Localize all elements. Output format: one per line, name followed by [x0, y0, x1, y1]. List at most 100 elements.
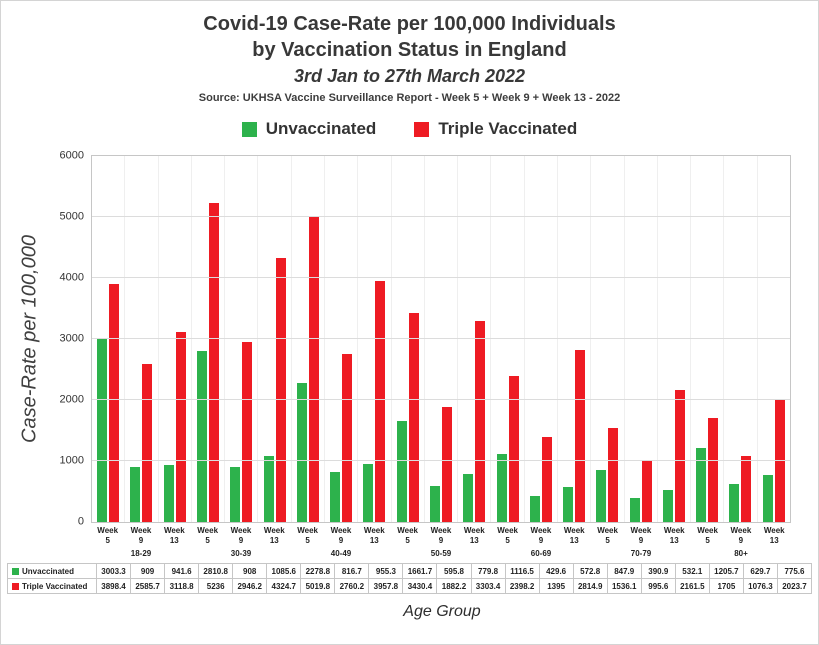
- x-tick-week-label: Week 13: [163, 526, 185, 545]
- age-group-label: 50-59: [430, 549, 452, 558]
- legend-swatch-unvaccinated: [241, 121, 257, 137]
- table-series-name: Triple Vaccinated: [22, 581, 88, 591]
- x-tick-week-label: Week 13: [563, 526, 585, 545]
- x-tick-week-label: Week 9: [130, 526, 152, 545]
- table-value-cell: 1705: [708, 578, 744, 594]
- x-tick-week-label: Week 5: [597, 526, 618, 545]
- bar-triple-vaccinated: [275, 258, 286, 522]
- bar-triple-vaccinated: [641, 461, 652, 522]
- x-tick-week-label: Week 13: [463, 526, 485, 545]
- bar-unvaccinated: [496, 453, 507, 522]
- x-tick-week-label: Week 5: [297, 526, 319, 545]
- table-legend-swatch: [12, 567, 19, 575]
- bar-group: [392, 156, 425, 522]
- table-legend-cell: Triple Vaccinated: [7, 578, 97, 594]
- chart-date-range: 3rd Jan to 27th March 2022: [293, 66, 526, 86]
- bar-triple-vaccinated: [408, 312, 419, 522]
- bar-unvaccinated: [363, 463, 374, 522]
- table-value-cell: 2760.2: [334, 578, 370, 594]
- x-tick-week-label: Week 9: [430, 526, 452, 545]
- legend-item-unvaccinated: Unvaccinated: [241, 119, 376, 139]
- table-value-cell: 1116.5: [504, 563, 540, 579]
- y-tick-label: 3000: [59, 332, 84, 345]
- age-group-label: 40-49: [330, 549, 352, 558]
- legend-item-triple-vaccinated: Triple Vaccinated: [414, 119, 577, 139]
- table-value-cell: 847.9: [606, 563, 642, 579]
- x-axis-age-group-labels: 18-29 30-39 40-49 50-59 60-69 70-79 80+: [91, 548, 791, 559]
- table-row-triple-vaccinated: Triple Vaccinated 3898.4 2585.7 3118.8 5236 2…: [7, 578, 813, 594]
- bar-group: [258, 156, 292, 522]
- bar-triple-vaccinated: [175, 331, 186, 522]
- bar-unvaccinated: [596, 470, 607, 522]
- x-axis-title: Age Group: [403, 603, 481, 620]
- x-tick-week-label: Week 13: [663, 526, 685, 545]
- bar-unvaccinated: [629, 498, 640, 522]
- bar-group: [325, 156, 359, 522]
- table-series-name: Unvaccinated: [22, 566, 75, 576]
- table-value-cell: 816.7: [334, 563, 370, 579]
- table-value-cell: 2398.2: [504, 578, 540, 594]
- table-value-cell: 1882.2: [436, 578, 472, 594]
- table-value-cell: 1085.6: [266, 563, 302, 579]
- table-value-cell: 2810.8: [198, 563, 234, 579]
- bar-triple-vaccinated: [342, 353, 353, 522]
- table-value-cell: 1536.1: [606, 578, 642, 594]
- bar-group: [292, 156, 325, 522]
- x-tick-week-label: Week 5: [197, 526, 219, 545]
- bar-unvaccinated: [696, 448, 707, 522]
- table-value-cell: 390.9: [640, 563, 676, 579]
- table-value-cell: 572.8: [572, 563, 608, 579]
- bar-group: [425, 156, 459, 522]
- x-tick-week-label: Week 9: [530, 526, 552, 545]
- age-group-label: 60-69: [530, 549, 552, 558]
- x-axis-week-labels: Week 5 Week 9 Week 13 Week 5 Week 9 Week 13 Week 5 Wee…: [91, 526, 791, 546]
- x-tick-week-label: Week 9: [630, 526, 652, 545]
- bar-unvaccinated: [196, 350, 207, 522]
- x-tick-week-label: Week 5: [697, 526, 718, 545]
- table-value-cell: 941.6: [164, 563, 200, 579]
- table-value-cell: 629.7: [742, 563, 778, 579]
- y-tick-label: 6000: [59, 149, 84, 162]
- age-group-label: 70-79: [630, 549, 652, 558]
- age-group-label: 30-39: [230, 549, 252, 558]
- bar-triple-vaccinated: [608, 428, 619, 522]
- x-tick-week-label: Week 13: [363, 526, 385, 545]
- bar-unvaccinated: [396, 420, 407, 522]
- table-value-cell: 2278.8: [300, 563, 336, 579]
- bar-unvaccinated: [762, 474, 773, 522]
- table-value-cell: 595.8: [436, 563, 472, 579]
- y-tick-label: 4000: [59, 271, 84, 284]
- table-value-cell: 1205.7: [708, 563, 744, 579]
- table-value-cell: 1076.3: [742, 578, 778, 594]
- bar-triple-vaccinated: [541, 436, 552, 522]
- bar-triple-vaccinated: [208, 202, 219, 522]
- x-tick-week-label: Week 5: [97, 526, 119, 545]
- table-value-cell: 4324.7: [266, 578, 302, 594]
- bar-triple-vaccinated: [708, 418, 719, 522]
- table-value-cell: 779.8: [470, 563, 506, 579]
- bar-group: [192, 156, 226, 522]
- bar-group: [724, 156, 758, 522]
- table-value-cell: 2023.7: [776, 578, 813, 594]
- x-tick-week-label: Week 5: [397, 526, 418, 545]
- table-value-cell: 3957.8: [368, 578, 404, 594]
- data-table: Unvaccinated 3003.3 909 941.6 2810.8 908 1085.…: [7, 563, 813, 594]
- bar-group: [159, 156, 192, 522]
- table-value-cell: 3118.8: [164, 578, 200, 594]
- age-group-label: 18-29: [130, 549, 152, 558]
- chart-source: Source: UKHSA Vaccine Surveillance Repor…: [198, 92, 621, 104]
- bar-group: [458, 156, 492, 522]
- bar-triple-vaccinated: [109, 284, 120, 522]
- y-axis-label: Case-Rate per 100,000: [18, 235, 41, 443]
- table-value-cell: 3898.4: [95, 578, 132, 594]
- table-value-cell: 2585.7: [130, 578, 166, 594]
- chart-legend: Unvaccinated Triple Vaccinated: [1, 119, 818, 139]
- bar-triple-vaccinated: [674, 390, 685, 522]
- bar-unvaccinated: [729, 483, 740, 522]
- bar-unvaccinated: [263, 455, 274, 522]
- age-group-label: 80+: [734, 549, 748, 558]
- table-value-cell: 3003.3: [95, 563, 132, 579]
- bar-triple-vaccinated: [375, 280, 386, 522]
- table-value-cell: 429.6: [538, 563, 574, 579]
- x-tick-week-label: Week 13: [263, 526, 285, 545]
